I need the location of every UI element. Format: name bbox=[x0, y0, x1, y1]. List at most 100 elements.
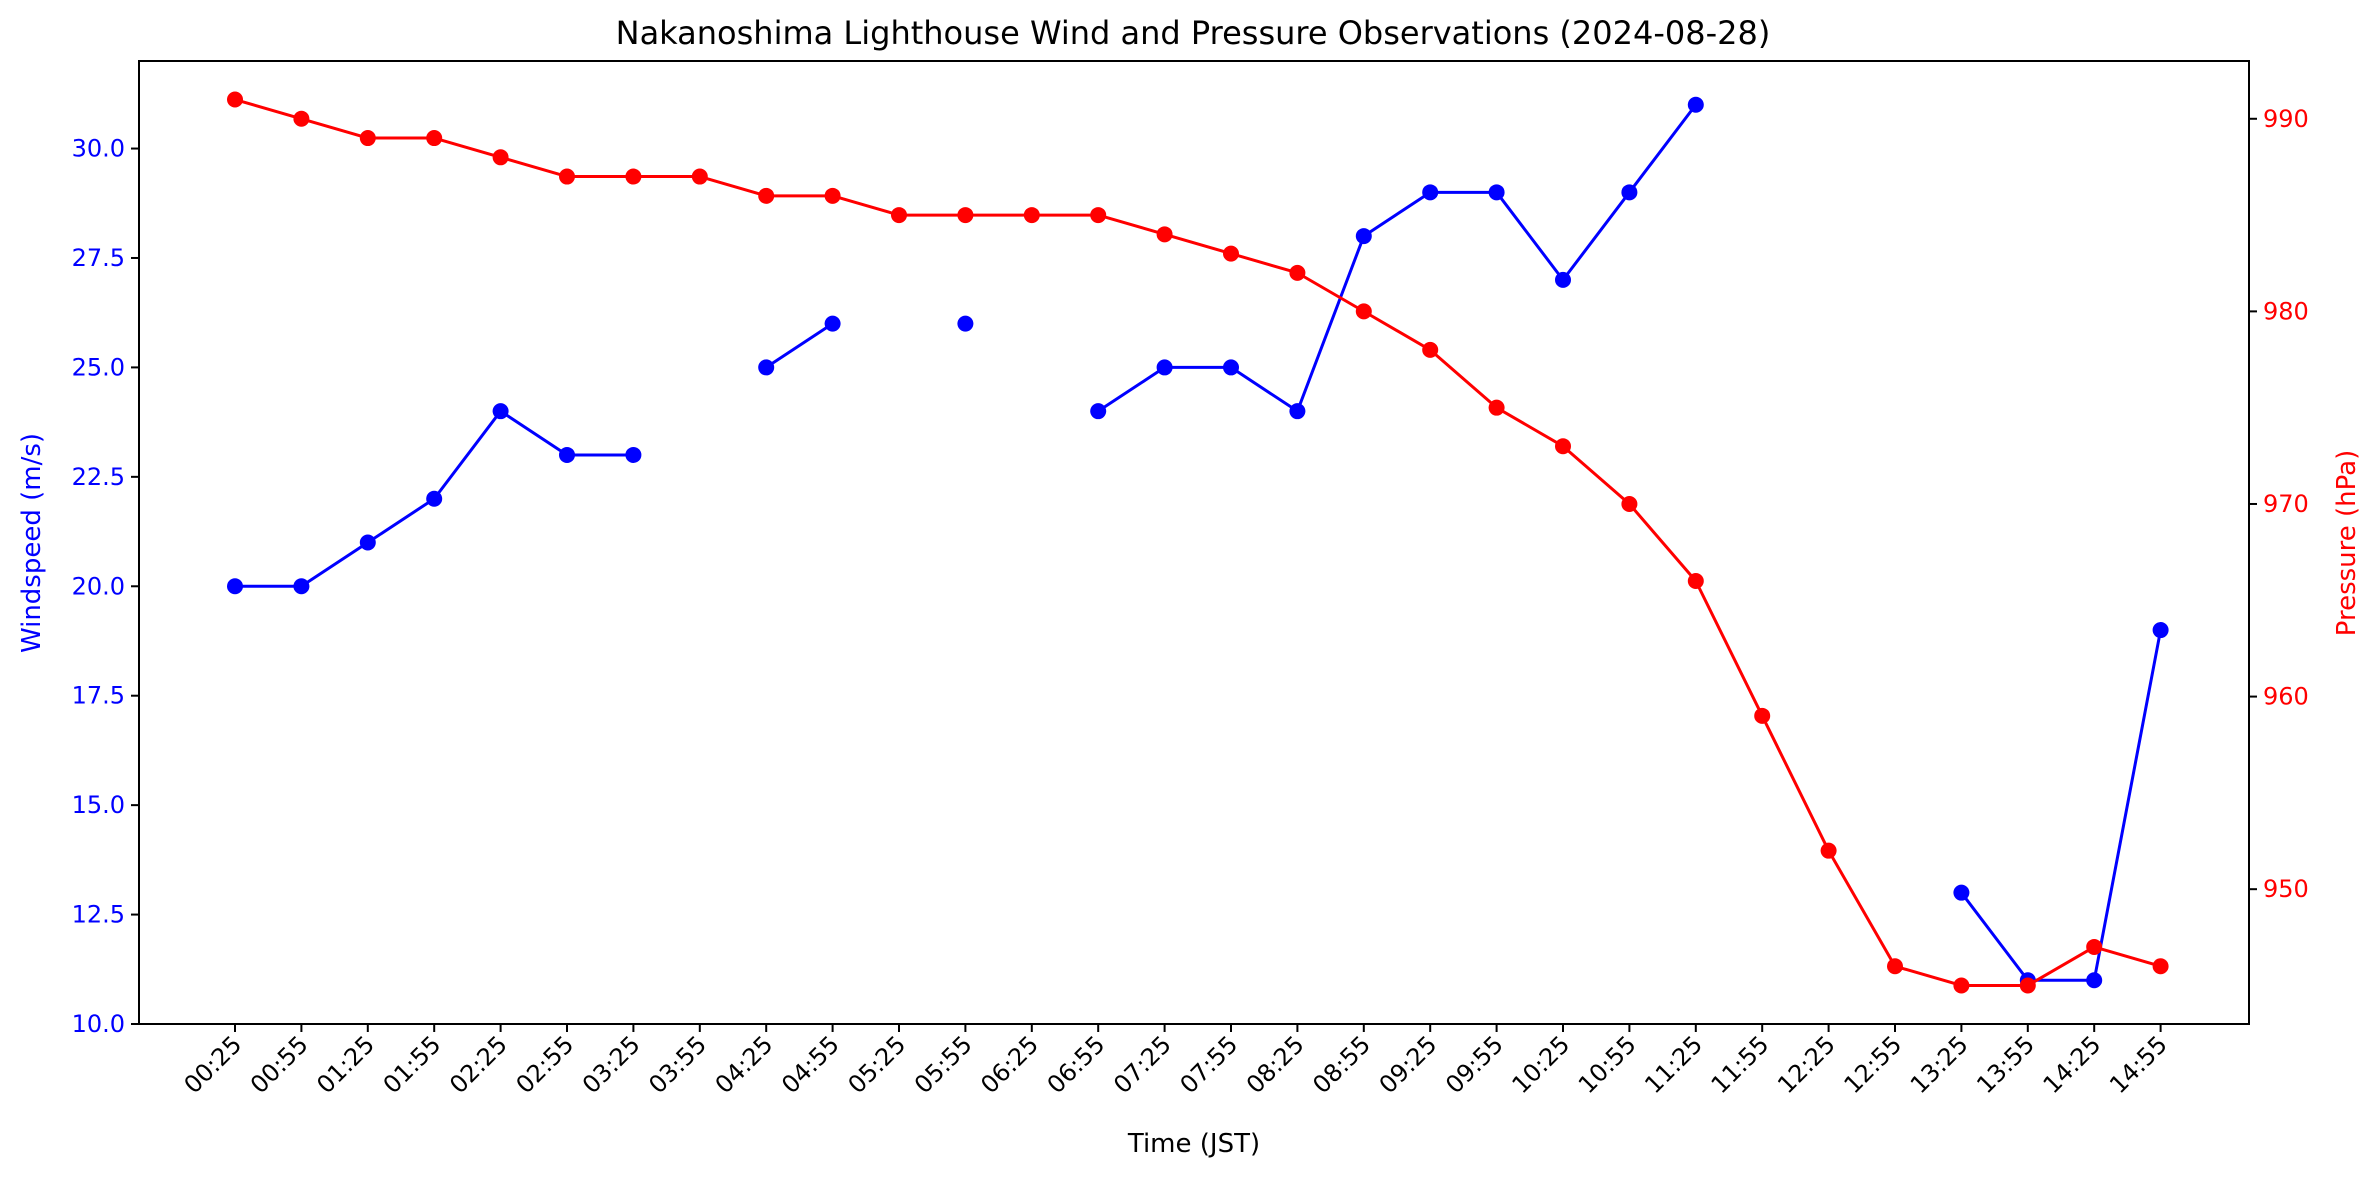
x-tick-label: 03:25 bbox=[577, 1030, 646, 1099]
windspeed-point bbox=[1687, 96, 1704, 113]
pressure-point bbox=[1090, 207, 1107, 224]
x-tick-label: 09:25 bbox=[1374, 1030, 1443, 1099]
pressure-point bbox=[1223, 245, 1239, 262]
right-y-axis-label: Pressure (hPa) bbox=[2332, 450, 2362, 637]
pressure-point bbox=[625, 168, 642, 185]
x-tick-label: 13:55 bbox=[1971, 1030, 2040, 1099]
left-y-axis-label: Windspeed (m/s) bbox=[17, 433, 47, 653]
windspeed-series-line bbox=[1960, 629, 2163, 982]
pressure-point bbox=[1687, 573, 1704, 590]
x-tick-label: 02:55 bbox=[511, 1030, 580, 1099]
x-axis-label: Time (JST) bbox=[1127, 1129, 1260, 1159]
x-tick-label: 10:25 bbox=[1507, 1030, 1576, 1099]
x-tick-label: 05:55 bbox=[909, 1030, 978, 1099]
x-tick-label: 11:55 bbox=[1706, 1030, 1775, 1099]
windspeed-point bbox=[1223, 359, 1239, 376]
left-y-tick-label: 10.0 bbox=[72, 1010, 125, 1038]
pressure-point bbox=[1820, 842, 1837, 859]
x-tick-label: 08:25 bbox=[1241, 1030, 1310, 1099]
left-y-tick-label: 12.5 bbox=[72, 901, 125, 929]
x-tick-label: 12:55 bbox=[1839, 1030, 1908, 1099]
pressure-point bbox=[426, 130, 443, 147]
right-y-tick-label: 960 bbox=[2263, 683, 2309, 711]
windspeed-point bbox=[227, 578, 243, 595]
pressure-point bbox=[1621, 495, 1638, 512]
windspeed-point bbox=[1289, 403, 1306, 420]
right-y-tick-label: 970 bbox=[2263, 490, 2309, 518]
x-tick-label: 03:55 bbox=[643, 1030, 712, 1099]
right-y-tick-label: 980 bbox=[2263, 297, 2309, 325]
pressure-point bbox=[1953, 977, 1970, 994]
windspeed-point bbox=[2152, 622, 2169, 639]
windspeed-point bbox=[1488, 184, 1505, 201]
windspeed-point bbox=[1621, 184, 1638, 201]
x-axis-ticks: 00:2500:5501:2501:5502:2502:5503:2503:55… bbox=[179, 1024, 2173, 1099]
pressure-point bbox=[1488, 399, 1505, 416]
left-y-tick-label: 15.0 bbox=[72, 791, 125, 819]
x-tick-label: 13:25 bbox=[1905, 1030, 1974, 1099]
plot-frame bbox=[138, 60, 2250, 1025]
windspeed-point bbox=[1156, 359, 1173, 376]
windspeed-point bbox=[426, 490, 443, 507]
pressure-point bbox=[824, 187, 841, 204]
left-y-tick-label: 20.0 bbox=[72, 572, 125, 600]
x-tick-label: 14:55 bbox=[2104, 1030, 2173, 1099]
pressure-point bbox=[227, 91, 243, 108]
x-tick-label: 07:55 bbox=[1175, 1030, 1244, 1099]
x-tick-label: 02:25 bbox=[444, 1030, 513, 1099]
windspeed-point bbox=[625, 446, 642, 463]
windspeed-point bbox=[957, 315, 974, 332]
pressure-point bbox=[559, 168, 575, 185]
plot-area bbox=[227, 91, 2169, 994]
pressure-point bbox=[957, 207, 974, 224]
windspeed-point bbox=[1555, 271, 1571, 288]
left-y-tick-label: 27.5 bbox=[72, 244, 125, 272]
x-tick-label: 01:55 bbox=[378, 1030, 447, 1099]
right-y-axis-ticks: 950 960 970 980 990 bbox=[2249, 105, 2309, 903]
pressure-point bbox=[492, 149, 509, 166]
pressure-point bbox=[293, 110, 310, 127]
pressure-point bbox=[1887, 958, 1903, 975]
pressure-point bbox=[1023, 207, 1040, 224]
x-tick-label: 11:25 bbox=[1639, 1030, 1708, 1099]
windspeed-point bbox=[1355, 228, 1372, 245]
pressure-point bbox=[691, 168, 708, 185]
windspeed-point bbox=[824, 315, 841, 332]
right-y-tick-label: 990 bbox=[2263, 105, 2309, 133]
windspeed-point bbox=[2086, 972, 2103, 989]
left-y-tick-label: 17.5 bbox=[72, 682, 125, 710]
windspeed-point bbox=[1422, 184, 1439, 201]
x-tick-label: 07:25 bbox=[1108, 1030, 1177, 1099]
pressure-point bbox=[359, 130, 376, 147]
x-tick-label: 01:25 bbox=[311, 1030, 380, 1099]
windspeed-point bbox=[1090, 403, 1107, 420]
x-tick-label: 14:25 bbox=[2038, 1030, 2107, 1099]
left-y-tick-label: 30.0 bbox=[72, 135, 125, 163]
pressure-point bbox=[1289, 264, 1306, 281]
pressure-point bbox=[1355, 303, 1372, 320]
pressure-point bbox=[1555, 438, 1571, 455]
x-tick-label: 12:25 bbox=[1772, 1030, 1841, 1099]
windspeed-point bbox=[293, 578, 310, 595]
pressure-point bbox=[1754, 707, 1771, 724]
pressure-point bbox=[2152, 958, 2169, 975]
pressure-series-line bbox=[234, 98, 2162, 987]
left-y-tick-label: 22.5 bbox=[72, 463, 125, 491]
pressure-point bbox=[758, 187, 775, 204]
windspeed-series-line bbox=[765, 322, 834, 369]
pressure-point bbox=[2086, 938, 2103, 955]
x-tick-label: 05:25 bbox=[843, 1030, 912, 1099]
x-tick-label: 00:55 bbox=[245, 1030, 314, 1099]
pressure-point bbox=[891, 207, 907, 224]
windspeed-point bbox=[359, 534, 376, 551]
right-y-tick-label: 950 bbox=[2263, 875, 2309, 903]
x-tick-label: 00:25 bbox=[179, 1030, 248, 1099]
x-tick-label: 06:55 bbox=[1042, 1030, 1111, 1099]
pressure-point bbox=[1422, 341, 1439, 358]
chart-title: Nakanoshima Lighthouse Wind and Pressure… bbox=[616, 14, 1771, 52]
left-y-axis-ticks: 10.0 12.5 15.0 17.5 20.0 22.5 25.0 27.5 30.0 bbox=[72, 135, 139, 1038]
windspeed-point bbox=[1953, 884, 1970, 901]
x-tick-label: 08:55 bbox=[1307, 1030, 1376, 1099]
x-tick-label: 04:55 bbox=[776, 1030, 845, 1099]
